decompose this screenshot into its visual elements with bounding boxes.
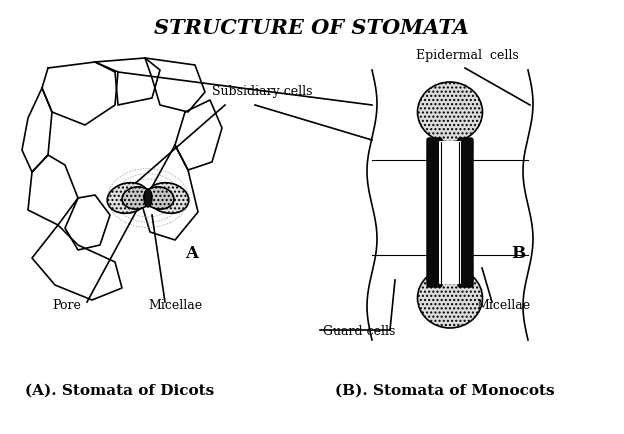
Text: Subsidiary cells: Subsidiary cells	[212, 85, 312, 98]
Text: (B). Stomata of Monocots: (B). Stomata of Monocots	[335, 384, 555, 398]
Text: (A). Stomata of Dicots: (A). Stomata of Dicots	[25, 384, 214, 398]
Ellipse shape	[144, 189, 152, 207]
Text: A: A	[185, 245, 198, 262]
FancyBboxPatch shape	[427, 138, 442, 287]
Ellipse shape	[417, 82, 482, 142]
Text: Epidermal  cells: Epidermal cells	[416, 49, 519, 62]
Text: B: B	[511, 245, 525, 262]
Text: Pore: Pore	[52, 299, 81, 312]
Ellipse shape	[417, 268, 482, 328]
FancyBboxPatch shape	[458, 138, 473, 287]
Text: Guard cells: Guard cells	[323, 325, 396, 338]
Text: STRUCTURE OF STOMATA: STRUCTURE OF STOMATA	[155, 18, 469, 38]
Ellipse shape	[107, 183, 149, 213]
Ellipse shape	[122, 187, 152, 209]
Text: Micellae: Micellae	[148, 299, 202, 312]
Text: Micellae: Micellae	[476, 299, 530, 312]
Ellipse shape	[147, 183, 189, 213]
Ellipse shape	[144, 187, 174, 209]
FancyBboxPatch shape	[439, 141, 461, 284]
